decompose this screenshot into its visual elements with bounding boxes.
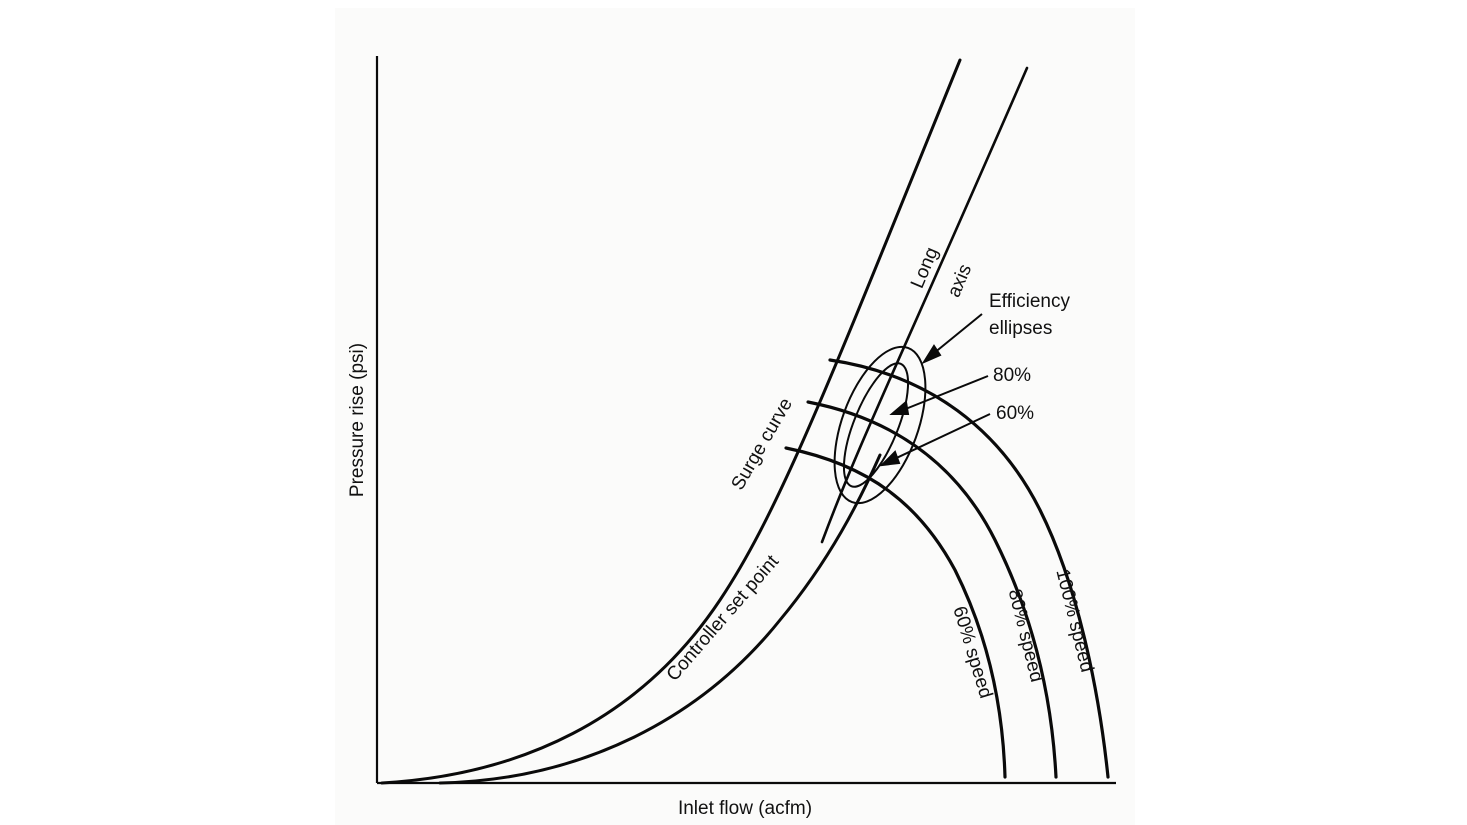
long-axis-label-line1: Long (907, 244, 943, 291)
leader-arrows (879, 313, 991, 467)
controller-set-point-label: Controller set point (663, 551, 784, 686)
efficiency-arrowhead (921, 344, 942, 365)
speed-line-60 (784, 446, 1007, 779)
speed-80-label: 80% speed (1004, 587, 1047, 684)
efficiency-label-line1: Efficiency (989, 291, 1070, 312)
long-axis-label-line2: axis (944, 261, 977, 300)
efficiency-label-line2: ellipses (989, 318, 1052, 339)
y-axis-label: Pressure rise (psi) (347, 343, 368, 497)
speed-line-100 (828, 358, 1110, 779)
surge-curve (380, 58, 962, 785)
ellipse-60-arrowhead (879, 450, 901, 467)
ellipse-80-label: 80% (993, 365, 1031, 386)
controller-set-point-curve (438, 453, 882, 785)
speed-60-label: 60% speed (948, 604, 996, 701)
speed-100-label: 100% speed (1051, 567, 1097, 675)
diagram-paper (335, 8, 1135, 825)
ellipse-60-leader (887, 413, 991, 463)
speed-line-80 (806, 400, 1058, 779)
efficiency-ellipse-60 (833, 345, 927, 505)
ellipse-60-label: 60% (996, 403, 1034, 424)
axes (375, 56, 1116, 785)
ellipse-80-arrowhead (889, 400, 910, 415)
x-axis-label: Inlet flow (acfm) (678, 798, 812, 819)
ellipse-80-leader (897, 375, 989, 413)
efficiency-ellipse-80 (842, 362, 910, 488)
